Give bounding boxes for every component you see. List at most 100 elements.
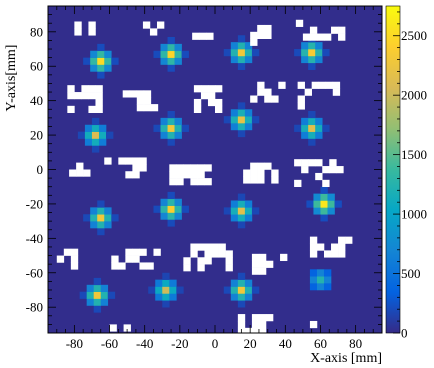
empty-bin — [169, 171, 177, 179]
heatmap-bin — [160, 198, 168, 206]
heatmap-bin — [167, 205, 175, 213]
empty-bin — [315, 159, 323, 167]
heatmap-bin — [107, 291, 116, 299]
heatmap-bin — [93, 298, 102, 306]
heatmap-bin — [167, 43, 175, 52]
heatmap-bin — [97, 214, 105, 222]
heatmap-bin — [315, 131, 323, 139]
heatmap-bin — [100, 291, 109, 299]
heatmap-bin — [106, 131, 114, 139]
heatmap-bin — [79, 291, 87, 299]
empty-bin — [111, 262, 119, 270]
heatmap-bin — [174, 212, 182, 220]
empty-bin — [207, 92, 216, 100]
empty-bin — [200, 85, 209, 93]
empty-bin — [143, 90, 152, 98]
heatmap-bin — [320, 200, 328, 208]
heatmap-bin — [323, 276, 332, 284]
heatmap-bin — [155, 286, 163, 294]
empty-bin — [132, 157, 140, 165]
heatmap-bin — [84, 124, 93, 132]
empty-bin — [271, 95, 279, 103]
heatmap-bin — [176, 286, 184, 294]
heatmap-bin — [308, 131, 316, 139]
empty-bin — [323, 33, 332, 41]
empty-bin — [149, 28, 158, 36]
heatmap-bin — [322, 124, 330, 132]
heatmap-bin — [86, 298, 95, 306]
empty-bin — [257, 31, 265, 39]
empty-bin — [264, 88, 272, 96]
empty-bin — [311, 81, 320, 89]
heatmap-bin — [237, 102, 246, 110]
empty-bin — [197, 164, 205, 172]
heatmap-bin — [301, 49, 309, 57]
empty-bin — [332, 81, 341, 89]
heatmap-bin — [294, 49, 302, 57]
heatmap-bin — [308, 124, 316, 132]
empty-bin — [67, 105, 75, 114]
empty-bin — [215, 98, 223, 107]
empty-bin — [139, 164, 147, 172]
heatmap-bin — [160, 124, 168, 132]
colorbar-axis: 0 500 1000 1500 2000 2500 — [393, 11, 427, 341]
heatmap-bin — [104, 50, 112, 58]
heatmap-bin — [230, 123, 239, 131]
empty-bin — [118, 157, 126, 165]
empty-bin — [74, 28, 82, 36]
heatmap-bin — [167, 131, 175, 139]
heatmap-bin — [160, 43, 168, 52]
empty-bin — [204, 257, 212, 265]
empty-bin — [193, 85, 202, 93]
heatmap-bin — [93, 305, 102, 313]
empty-bin — [251, 320, 260, 329]
empty-bin — [211, 243, 219, 251]
heatmap-bin — [223, 116, 232, 124]
heatmap-bin — [237, 193, 246, 201]
heatmap-bin — [315, 55, 323, 64]
empty-bin — [206, 32, 214, 40]
heatmap-bin — [162, 300, 170, 308]
heatmap-bins — [48, 6, 382, 333]
heatmap-bin — [237, 207, 246, 215]
empty-bin — [204, 243, 212, 251]
heatmap-bin — [160, 212, 168, 220]
heatmap-bin — [301, 124, 309, 132]
heatmap-bin — [91, 124, 100, 132]
colorbar-tick-label: 2000 — [401, 88, 427, 103]
heatmap-bin — [104, 214, 112, 222]
x-tick-label: -40 — [136, 336, 153, 351]
empty-bin — [215, 85, 223, 93]
empty-bin — [197, 178, 205, 186]
empty-bin — [251, 314, 260, 322]
heatmap-bin — [309, 283, 318, 291]
empty-bin — [95, 85, 103, 93]
heatmap-bin — [223, 286, 232, 294]
heatmap-bin — [104, 221, 112, 229]
colorbar-tick-label: 1500 — [401, 147, 427, 162]
heatmap-bin — [237, 221, 246, 229]
empty-bin — [278, 81, 286, 89]
empty-bin — [250, 176, 258, 184]
empty-bin — [301, 159, 309, 167]
empty-bin — [136, 104, 145, 112]
empty-bin — [251, 260, 260, 268]
empty-bin — [257, 81, 265, 89]
heatmap-bin — [162, 293, 170, 301]
colorbar — [386, 6, 400, 333]
x-tick-label: 80 — [349, 336, 362, 351]
heatmap-bin — [181, 205, 189, 213]
heatmap-bin — [153, 124, 161, 132]
empty-bin — [338, 250, 346, 258]
heatmap-bin — [327, 200, 335, 208]
heatmap-bin — [167, 36, 175, 45]
heatmap-bin — [315, 42, 323, 50]
heatmap-bin — [111, 57, 119, 65]
colorbar-tick-label: 1000 — [401, 207, 427, 222]
heatmap-bin — [162, 286, 170, 294]
heatmap-bin — [237, 214, 246, 222]
empty-bin — [338, 33, 346, 41]
heatmap-bin — [91, 145, 100, 153]
empty-bin — [125, 248, 133, 256]
empty-bin — [150, 104, 159, 112]
